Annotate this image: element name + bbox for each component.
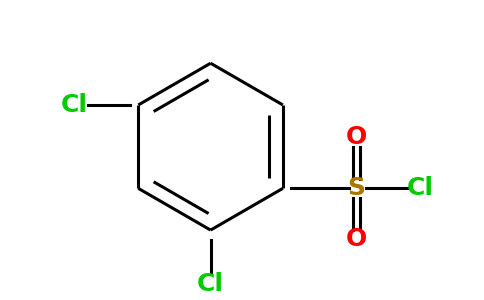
Text: S: S [348,176,365,200]
Text: O: O [346,227,367,251]
Text: Cl: Cl [407,176,434,200]
Text: Cl: Cl [61,93,88,117]
Text: Cl: Cl [197,272,224,296]
Text: O: O [346,125,367,149]
